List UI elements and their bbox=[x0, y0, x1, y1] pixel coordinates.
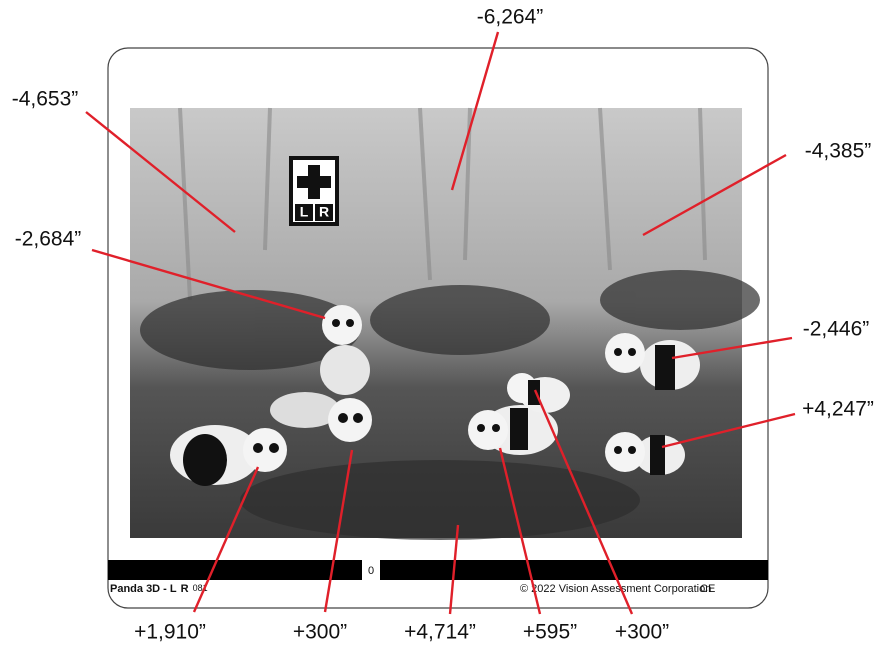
footer-title: Panda 3D - L R 081 bbox=[110, 583, 208, 595]
disparity-label: +595” bbox=[523, 621, 577, 644]
stereo-right: R bbox=[319, 204, 329, 220]
disparity-label: -6,264” bbox=[477, 6, 544, 29]
disparity-label: +300” bbox=[615, 621, 669, 644]
leader-line bbox=[91, 248, 326, 320]
disparity-label: -4,653” bbox=[12, 88, 79, 111]
bar-right bbox=[380, 560, 768, 580]
leader-line bbox=[323, 449, 354, 613]
leader-line bbox=[661, 412, 796, 449]
disparity-label: +4,247” bbox=[802, 398, 874, 421]
footer-right-eye: R bbox=[181, 583, 189, 595]
disparity-label: -4,385” bbox=[805, 140, 872, 163]
leader-line bbox=[498, 447, 542, 615]
leader-line bbox=[448, 524, 460, 615]
leader-line bbox=[642, 153, 787, 237]
footer-mark: CE bbox=[700, 583, 715, 595]
footer-code: 081 bbox=[193, 583, 208, 593]
leader-line bbox=[533, 389, 634, 615]
disparity-label: +300” bbox=[293, 621, 347, 644]
annotations: -6,264” -4,653” -4,385” -2,684” -2,446” +4,24… bbox=[12, 6, 874, 644]
leader-line bbox=[671, 336, 793, 360]
leader-line bbox=[192, 466, 260, 613]
footer-center: 0 bbox=[368, 565, 374, 577]
disparity-label: -2,684” bbox=[15, 228, 82, 251]
leader-line bbox=[85, 111, 236, 233]
footer-title-text: Panda 3D - bbox=[110, 583, 170, 595]
bar-left bbox=[108, 560, 362, 580]
leader-line bbox=[450, 31, 500, 191]
disparity-label: +4,714” bbox=[404, 621, 476, 644]
footer-left-eye: L bbox=[170, 583, 177, 595]
disparity-label: +1,910” bbox=[134, 621, 206, 644]
stereo-left: L bbox=[300, 204, 309, 220]
photo: L R bbox=[130, 107, 760, 540]
footer-copyright: © 2022 Vision Assessment Corporation bbox=[520, 583, 711, 595]
pandas bbox=[170, 305, 700, 486]
disparity-label: -2,446” bbox=[803, 318, 870, 341]
stereo-symbol: L R bbox=[289, 156, 339, 226]
